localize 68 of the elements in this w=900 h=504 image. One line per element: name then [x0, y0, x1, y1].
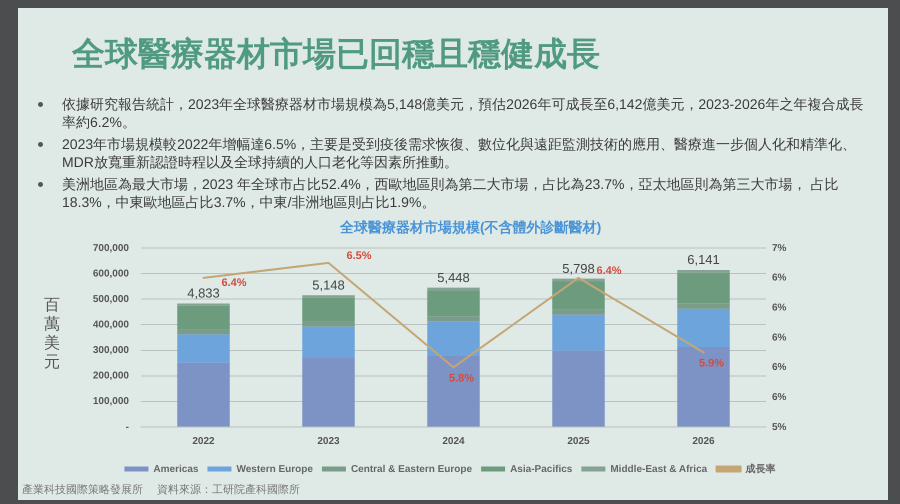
annotation: 5,798 [562, 260, 595, 276]
y-tick-label: 600,000 [92, 268, 130, 280]
bar [302, 326, 355, 358]
data-label: 5.8% [448, 372, 474, 384]
y-tick-label: - [126, 422, 129, 433]
legend-label: Asia-Pacifics [510, 464, 573, 475]
annotation: 5,448 [437, 270, 470, 285]
data-label: 6.5% [346, 250, 372, 262]
text: 依據研究報告統計，2023年全球醫療器材市場規模為5,148億美元，預估2026年可成長至6,142億美元，2023-2026年之年複合成長率約6.2%。 [62, 96, 864, 130]
bar [302, 322, 355, 327]
bar [677, 346, 730, 426]
y-axis-title: 百萬美元 [44, 296, 61, 372]
x-tick-label: 2023 [317, 436, 340, 447]
bar [552, 314, 605, 351]
y2-tick-label: 6% [772, 302, 787, 314]
y-tick-label: 100,000 [92, 396, 130, 408]
bar [427, 321, 480, 356]
legend-label: Central & Eastern Europe [350, 464, 473, 475]
bar [677, 308, 730, 347]
bar [427, 316, 480, 322]
legend-label: Western Europe [236, 464, 314, 475]
text: 產業科技國際策略發展所 [22, 484, 143, 496]
bar [427, 288, 480, 290]
chart-title: 全球醫療器材市場已回穩且穩健成長 [72, 34, 600, 74]
legend-label: 成長率 [744, 462, 776, 475]
y-tick-label: 500,000 [92, 294, 130, 305]
y-tick-label: 200,000 [92, 370, 130, 382]
data-label: 5.9% [698, 357, 724, 370]
bar [427, 355, 480, 426]
bar [302, 295, 355, 298]
y2-tick-label: 6% [772, 362, 787, 374]
y2-tick-label: 5% [772, 422, 787, 433]
y-tick-label: 700,000 [92, 242, 130, 254]
bar [677, 270, 730, 273]
legend-label: Americas [153, 464, 199, 475]
x-tick-label: 2025 [567, 436, 590, 447]
bar [552, 309, 605, 315]
bar [177, 334, 230, 363]
y-tick-label: 300,000 [92, 345, 130, 356]
y2-tick-label: 6% [772, 272, 787, 284]
bar [677, 272, 730, 304]
y-tick-label: 400,000 [92, 319, 130, 330]
bar [177, 330, 230, 334]
y2-tick-label: 6% [772, 392, 787, 403]
bar [177, 362, 230, 426]
y2-tick-label: 7% [772, 242, 787, 254]
x-tick-label: 2026 [692, 436, 716, 447]
bar [177, 303, 230, 306]
annotation: 4,833 [187, 285, 220, 300]
bar [177, 306, 230, 330]
bar [427, 290, 480, 316]
legend-label: Middle-East & Africa [610, 464, 708, 475]
bar [677, 303, 730, 309]
data-label: 6.4% [596, 264, 622, 277]
text: 2023年市場規模較2022年增幅達6.5%，主要是受到疫後需求恢復、數位化與遠距監測技術的應用、醫療進一步個人化和精準化、MDR放寬重新認證時程以及全球持續的人口老化等因素所推動。 [62, 136, 856, 170]
bar [302, 358, 355, 426]
annotation: 6,141 [687, 252, 720, 268]
bar [552, 282, 605, 310]
x-tick-label: 2024 [442, 436, 466, 447]
y2-tick-label: 6% [772, 332, 787, 344]
source-note: 資料來源：工研院產科國際所 [157, 484, 300, 496]
bar [552, 350, 605, 426]
text: 美洲地區為最大市場，2023 年全球市占比52.4%，西歐地區則為第二大市場，占比為23.7%，亞太地區則為第三大市場， 占比18.3%，中東歐地區占比3.7%，中東/非洲地區則占比1.9%。 [62, 176, 838, 210]
chart-subtitle: 全球醫療器材市場規模(不含體外診斷醫材) [340, 219, 602, 237]
x-tick-label: 2022 [192, 436, 216, 447]
bar [302, 298, 355, 322]
annotation: 5,148 [312, 277, 345, 292]
data-label: 6.4% [222, 276, 247, 289]
